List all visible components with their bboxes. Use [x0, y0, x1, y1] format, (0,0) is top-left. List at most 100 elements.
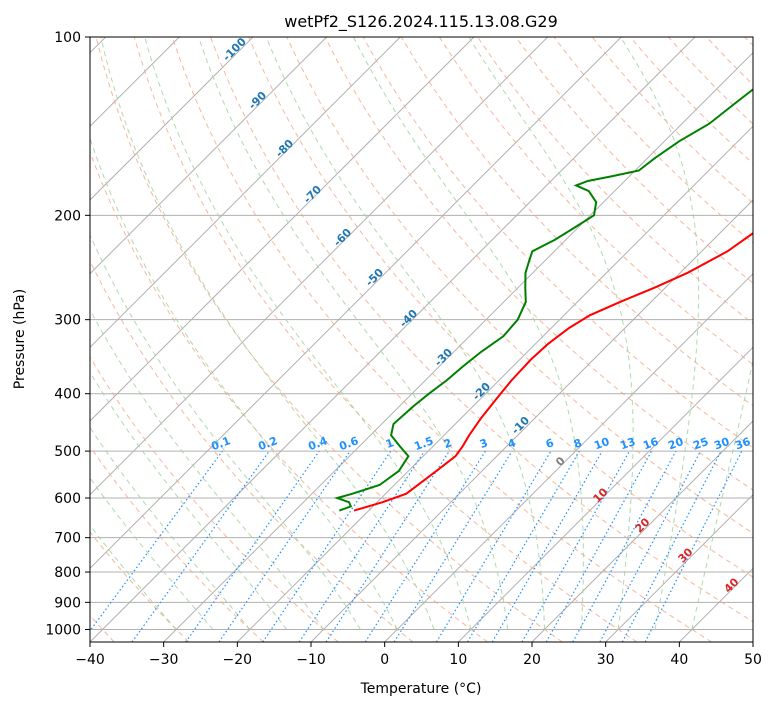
isotherm-line [90, 37, 549, 496]
x-tick-label: −30 [149, 652, 179, 668]
x-tick-label: 20 [523, 652, 541, 668]
dry-adiabat-label: 20 [633, 515, 653, 535]
mixing-ratio-line [572, 450, 677, 642]
dry-adiabat-line [90, 259, 414, 642]
moist-adiabat-line [90, 136, 398, 630]
x-tick-label: −10 [296, 652, 326, 668]
mixing-ratio-label: 13 [618, 435, 637, 452]
isotherm-line [310, 199, 753, 642]
mixing-ratio-label: 20 [666, 435, 685, 453]
dry-adiabat-line [90, 531, 190, 642]
isotherm-line [90, 37, 401, 349]
isotherm-line [752, 641, 753, 642]
moist-adiabat-line [100, 37, 435, 630]
y-tick-label: 200 [54, 208, 81, 224]
dry-adiabat-line [400, 37, 753, 407]
moist-adiabats [90, 37, 753, 630]
dewpoint-series-line [333, 88, 753, 512]
y-tick-label: 500 [54, 444, 81, 460]
mixing-ratio-label: 0.4 [306, 434, 329, 453]
moist-adiabat-line [691, 358, 753, 630]
dry-adiabat-line [90, 445, 264, 642]
mixing-ratio-label: 0.1 [209, 434, 232, 453]
y-tick-label: 900 [54, 595, 81, 611]
mixing-ratio-label: 4 [506, 436, 518, 451]
mixing-ratio-line [90, 450, 223, 632]
isotherm-line [90, 37, 328, 275]
isobar-grid [90, 37, 753, 630]
moist-adiabat-line [90, 233, 361, 630]
dry-adiabat-line [248, 37, 753, 578]
moist-adiabat-line [353, 37, 584, 630]
mixing-ratio-line [364, 450, 486, 642]
mixing-ratio-line [491, 450, 603, 642]
isotherm-line [605, 493, 753, 642]
mixing-ratio-label: 16 [641, 435, 660, 453]
moist-adiabat-line [90, 426, 251, 630]
mixing-ratio-label: 6 [544, 436, 556, 451]
chart-title: wetPf2_S126.2024.115.13.08.G29 [284, 12, 558, 32]
mixing-ratio-label: 3 [478, 436, 490, 451]
dry-adiabats [90, 37, 753, 642]
dry-adiabat-label: -60 [331, 226, 354, 249]
y-tick-label: 1000 [45, 622, 81, 638]
mixing-ratio-label: 10 [592, 435, 611, 453]
dry-adiabat-label: -100 [220, 35, 249, 64]
mixing-ratio-lines [90, 450, 743, 642]
isotherm-line [90, 37, 696, 642]
dry-adiabat-line [286, 37, 753, 534]
isotherm-line [90, 37, 622, 570]
dry-adiabat-label: -30 [432, 346, 455, 369]
y-tick-label: 100 [54, 30, 81, 46]
mixing-ratio-line [644, 450, 743, 642]
dry-adiabat-line [706, 37, 753, 86]
dry-adiabat-label: -80 [273, 137, 296, 160]
y-tick-label: 300 [54, 313, 81, 329]
x-tick-label: 0 [380, 652, 389, 668]
mixing-ratio-line [185, 450, 320, 642]
moist-adiabat-line [620, 37, 700, 630]
moist-adiabat-line [144, 37, 472, 630]
dry-adiabat-line [210, 37, 753, 623]
mixing-ratio-line [262, 450, 392, 642]
x-tick-label: −40 [75, 652, 105, 668]
mixing-ratio-line [545, 450, 653, 642]
mixing-ratio-line [325, 450, 450, 642]
isotherm-line [457, 346, 753, 642]
isotherm-line [678, 567, 753, 642]
dry-adiabat-label: -50 [363, 266, 386, 289]
x-tick-label: 10 [449, 652, 467, 668]
x-axis: −40 −30 −20 −10 0 10 20 30 40 50 [75, 642, 762, 668]
x-tick-label: 50 [744, 652, 762, 668]
dry-adiabat-label: 40 [722, 575, 742, 595]
mixing-ratio-label: 1 [384, 436, 396, 451]
dry-adiabat-line [553, 37, 753, 244]
dry-adiabat-line [438, 37, 753, 366]
moist-adiabat-line [90, 524, 177, 630]
mixing-ratio-line [435, 450, 552, 642]
y-tick-label: 800 [54, 565, 81, 581]
y-tick-label: 400 [54, 387, 81, 403]
moist-adiabat-line [90, 371, 288, 630]
mixing-ratio-label: 0.2 [256, 434, 279, 453]
mixing-ratio-line [393, 450, 513, 642]
isotherm-line [531, 420, 753, 642]
dry-adiabat-line [133, 37, 638, 642]
mixing-ratio-label: 0.6 [337, 434, 360, 453]
mixing-ratio-line [521, 450, 631, 642]
moist-adiabat-line [265, 37, 546, 630]
mixing-ratio-line [466, 450, 580, 642]
dry-adiabat-label: -40 [397, 307, 420, 330]
dry-adiabat-line [90, 356, 339, 642]
moist-adiabat-line [468, 37, 634, 630]
dry-adiabat-label: 10 [591, 485, 611, 505]
dry-adiabat-line [515, 37, 753, 284]
x-tick-label: 30 [597, 652, 615, 668]
isotherm-line [163, 51, 753, 642]
y-tick-label: 600 [54, 491, 81, 507]
dry-adiabat-line [95, 37, 563, 642]
dry-adiabat-line [90, 150, 488, 642]
dry-adiabat-label: -20 [470, 380, 493, 403]
mixing-ratio-label: 2 [442, 436, 454, 451]
isotherm-line [236, 125, 753, 642]
